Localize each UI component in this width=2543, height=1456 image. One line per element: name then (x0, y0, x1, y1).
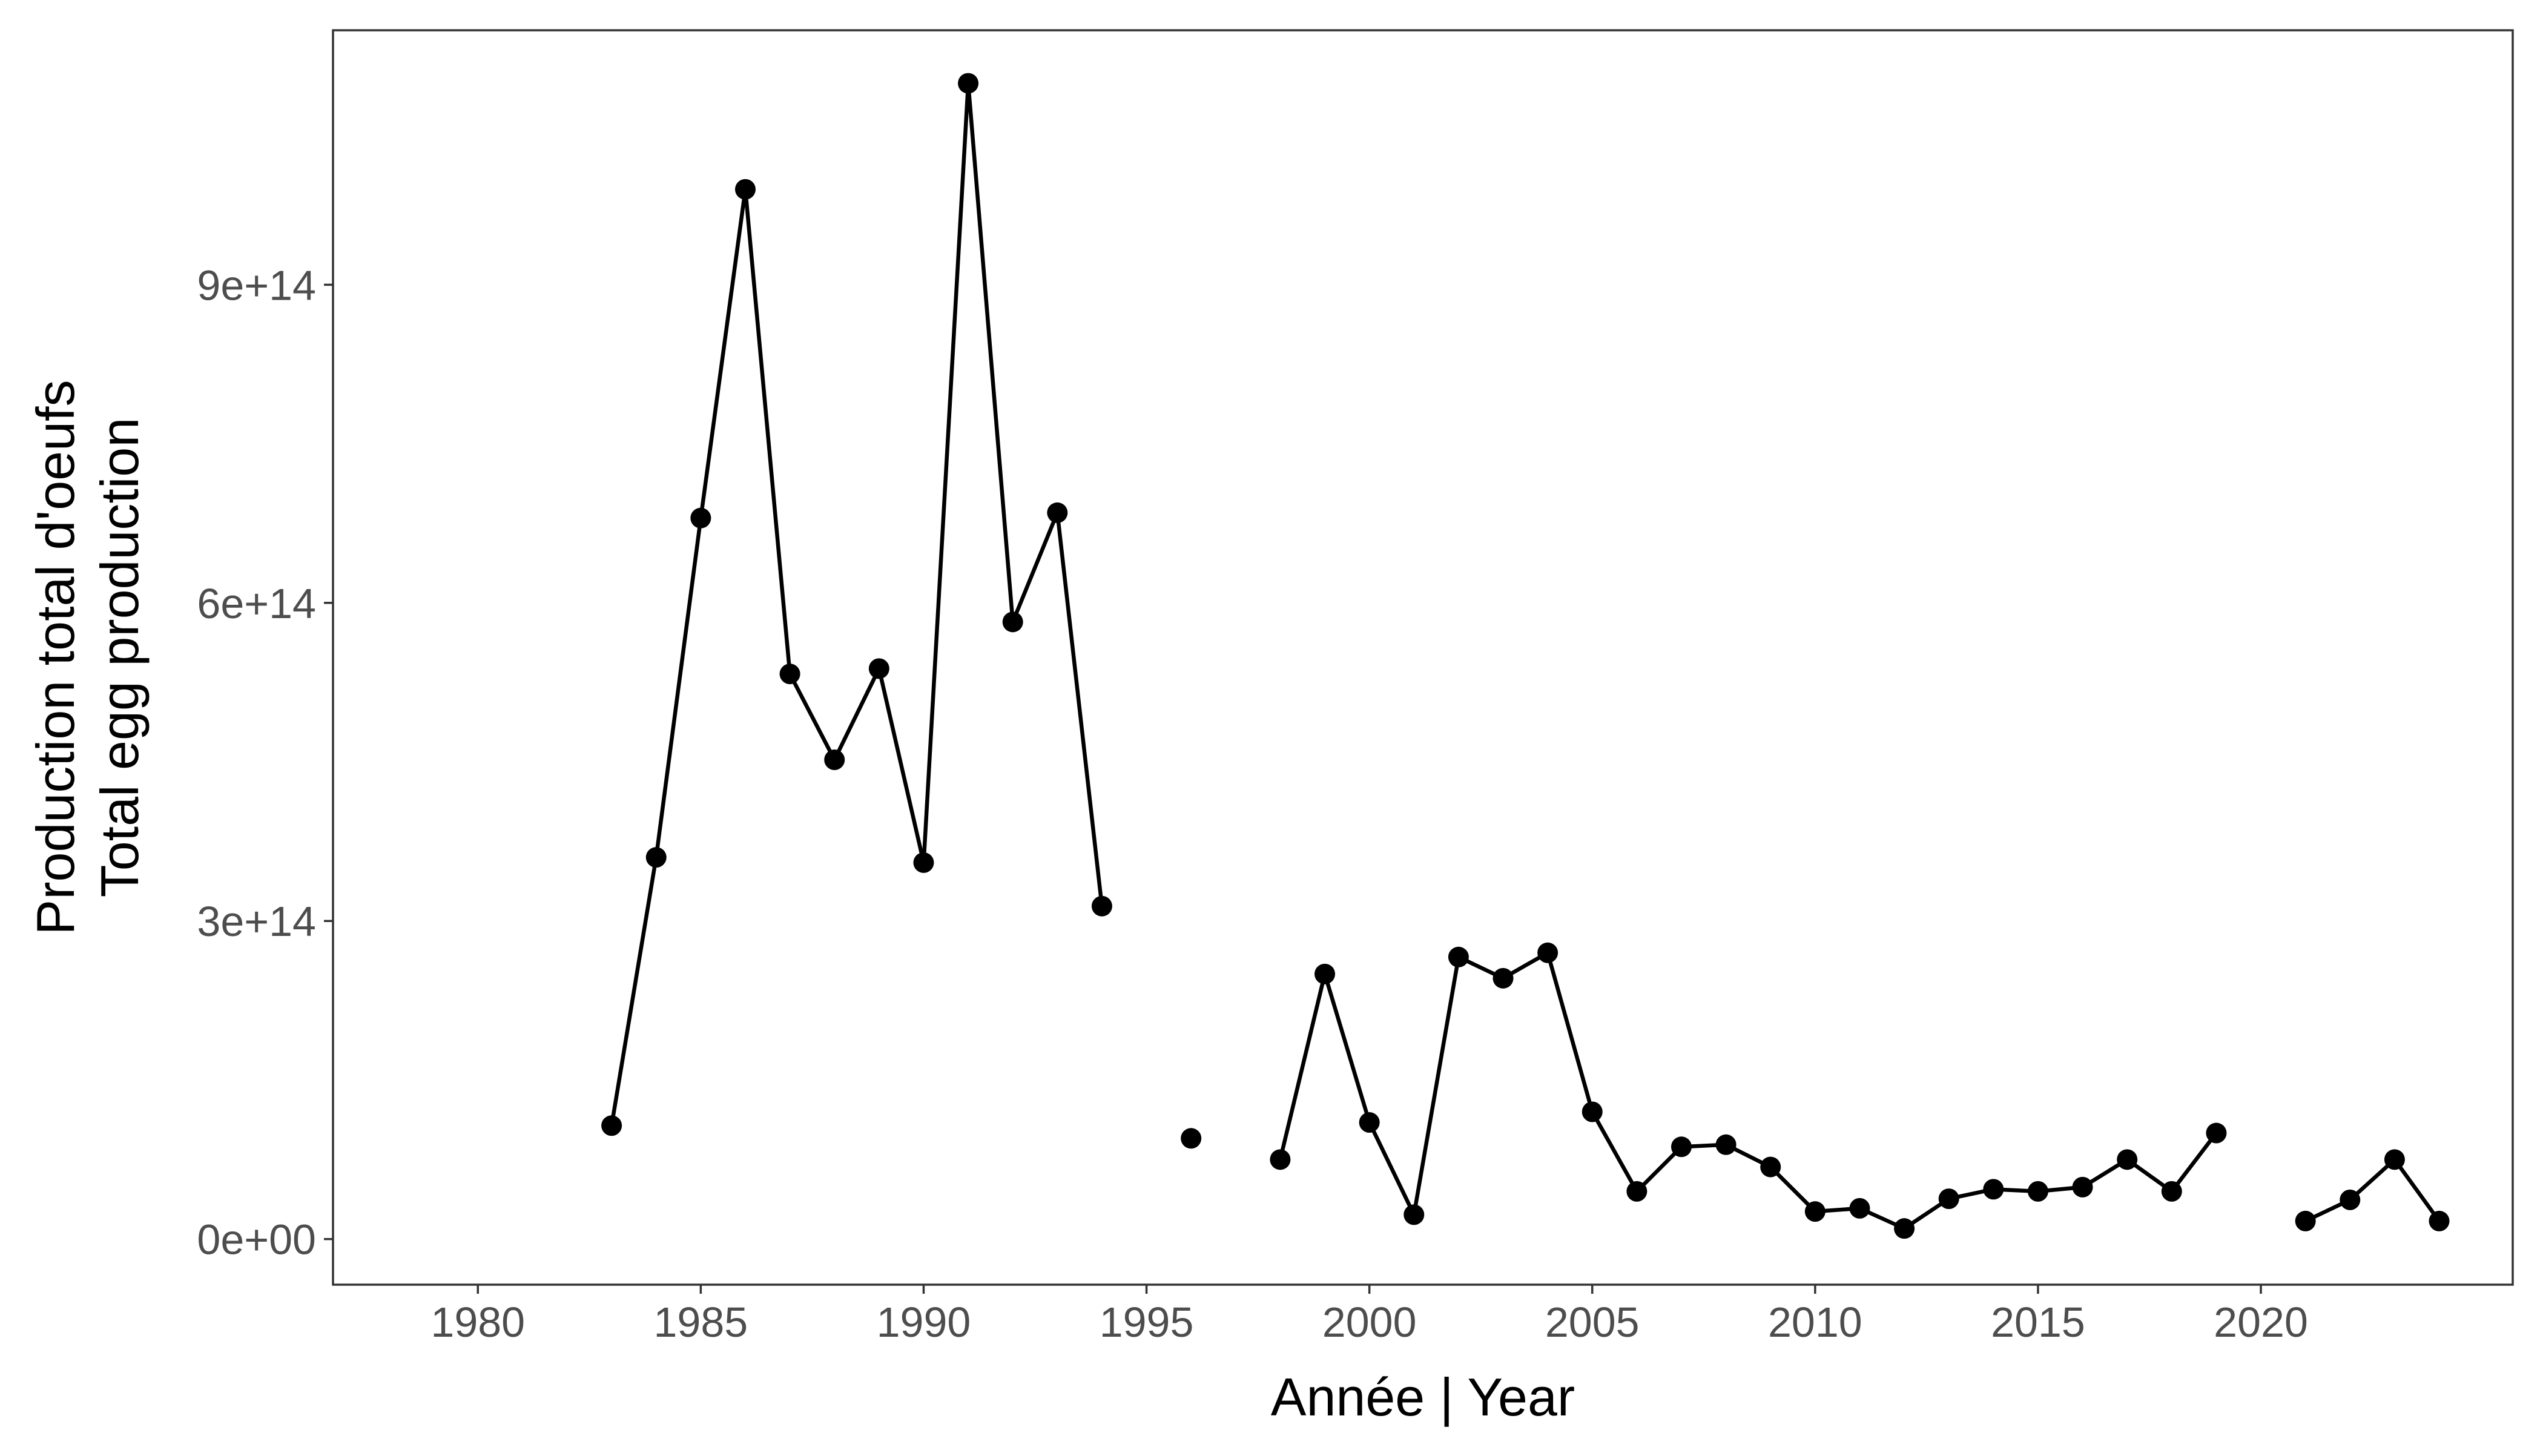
y-axis-tick-label: 9e+14 (197, 262, 316, 309)
y-axis-title-line-1: Production total d'oeufs (25, 380, 85, 935)
y-axis-tick-label: 3e+14 (197, 898, 316, 945)
data-point (1626, 1181, 1648, 1202)
plot-panel-border (332, 29, 2514, 1286)
data-point (601, 1115, 622, 1136)
series-line-segment (609, 81, 1104, 1126)
data-point (1671, 1136, 1692, 1158)
data-point (1181, 1128, 1202, 1149)
data-point (2027, 1181, 2048, 1202)
x-axis-tick-label: 2020 (2214, 1299, 2308, 1346)
data-point (1314, 963, 1336, 984)
data-point (1537, 942, 1558, 963)
x-axis-tick-label: 2005 (1545, 1299, 1640, 1346)
series-line-segment (1278, 950, 2218, 1231)
data-point (1002, 611, 1023, 633)
data-point (690, 507, 711, 529)
data-point (1715, 1134, 1737, 1155)
data-point (779, 664, 800, 685)
data-point (1492, 967, 1514, 989)
data-point (868, 658, 889, 679)
data-point (958, 73, 979, 94)
data-point (913, 852, 934, 873)
data-point (2429, 1210, 2450, 1231)
x-axis-tick-label: 2010 (1768, 1299, 1862, 1346)
data-point (1448, 946, 1469, 967)
data-point (645, 847, 667, 868)
x-axis-title: Année | Year (1271, 1367, 1575, 1427)
data-point (734, 179, 756, 200)
data-point (1403, 1204, 1425, 1225)
data-point (2384, 1149, 2405, 1170)
data-point (1760, 1156, 1781, 1178)
data-point (1938, 1188, 1959, 1210)
data-point (2072, 1176, 2093, 1197)
x-axis-tick-label: 1985 (653, 1299, 748, 1346)
data-point (1849, 1197, 1870, 1219)
data-point (824, 749, 845, 771)
data-point (2117, 1149, 2138, 1170)
series-line-segment (2304, 1158, 2441, 1223)
data-point (2295, 1210, 2316, 1231)
data-point (2206, 1122, 2227, 1144)
data-point (1270, 1149, 1291, 1170)
data-point (1359, 1112, 1380, 1133)
y-axis-tick-label: 0e+00 (197, 1216, 316, 1263)
x-axis-tick-label: 2015 (1991, 1299, 2085, 1346)
data-point (1983, 1179, 2004, 1200)
x-axis-tick-label: 1990 (877, 1299, 971, 1346)
data-point (1804, 1201, 1826, 1222)
data-point (1894, 1218, 1915, 1239)
data-point (2161, 1181, 2182, 1202)
x-axis-tick-label: 1995 (1100, 1299, 1194, 1346)
data-point (1582, 1101, 1603, 1122)
y-axis-tick-label: 6e+14 (197, 580, 316, 627)
data-point (1047, 502, 1068, 523)
x-axis-tick-label: 1980 (430, 1299, 525, 1346)
y-axis-title-line-2: Total egg production (90, 418, 150, 898)
data-point (2340, 1189, 2361, 1210)
x-axis-tick-label: 2000 (1322, 1299, 1417, 1346)
data-point (1091, 895, 1112, 917)
